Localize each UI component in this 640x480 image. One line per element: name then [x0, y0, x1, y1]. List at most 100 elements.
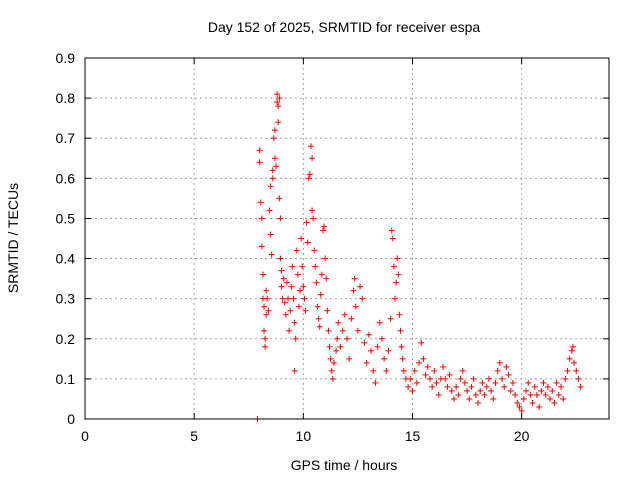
- data-point: [303, 219, 310, 226]
- data-point: [276, 195, 283, 202]
- data-point: [276, 95, 283, 102]
- data-point: [492, 379, 499, 386]
- data-point: [540, 379, 547, 386]
- data-point: [557, 383, 564, 390]
- data-point: [453, 383, 460, 390]
- x-tick-label: 0: [81, 428, 89, 444]
- data-point: [536, 403, 543, 410]
- data-point: [268, 251, 275, 258]
- data-point: [258, 243, 265, 250]
- data-point: [317, 291, 324, 298]
- data-point: [279, 295, 286, 302]
- data-point: [475, 399, 481, 406]
- data-point: [290, 295, 297, 302]
- data-point: [422, 371, 429, 378]
- data-point: [387, 315, 394, 322]
- data-point: [286, 327, 293, 334]
- data-point: [291, 319, 298, 326]
- data-point: [413, 379, 420, 386]
- data-point: [309, 207, 316, 214]
- data-point: [295, 303, 302, 310]
- data-point: [330, 359, 337, 366]
- data-point: [435, 391, 442, 398]
- data-point: [553, 379, 560, 386]
- data-point: [531, 383, 538, 390]
- data-point: [287, 307, 294, 314]
- data-point: [300, 283, 307, 290]
- data-point: [385, 347, 392, 354]
- data-point: [394, 255, 401, 262]
- data-point: [551, 399, 558, 406]
- data-point: [512, 391, 519, 398]
- data-point: [350, 287, 357, 294]
- data-point: [407, 375, 414, 382]
- data-point: [275, 119, 282, 126]
- data-point: [289, 263, 296, 270]
- data-point: [341, 311, 348, 318]
- data-point: [261, 327, 268, 334]
- data-point: [400, 367, 407, 374]
- data-point: [344, 335, 350, 342]
- data-point: [264, 295, 271, 302]
- data-point: [503, 363, 510, 370]
- data-point: [397, 327, 404, 334]
- data-point: [273, 163, 280, 170]
- data-point: [547, 395, 554, 402]
- data-point: [420, 355, 427, 362]
- data-point: [527, 391, 534, 398]
- data-point: [450, 395, 457, 402]
- data-point: [278, 283, 285, 290]
- data-point: [304, 239, 311, 246]
- data-point: [399, 355, 406, 362]
- data-point: [424, 363, 431, 370]
- data-point: [327, 355, 334, 362]
- data-point: [321, 223, 328, 230]
- data-point: [390, 263, 397, 270]
- data-point: [324, 307, 331, 314]
- data-point: [388, 227, 395, 234]
- data-points: [254, 91, 584, 422]
- data-point: [352, 303, 359, 310]
- data-point: [310, 215, 317, 222]
- data-point: [533, 391, 540, 398]
- y-tick-label: 0.1: [56, 371, 76, 387]
- data-point: [381, 355, 388, 362]
- data-point: [313, 279, 320, 286]
- data-point: [326, 343, 333, 350]
- data-point: [322, 255, 329, 262]
- x-tick-label: 5: [190, 428, 198, 444]
- data-point: [470, 375, 477, 382]
- data-point: [259, 271, 266, 278]
- data-point: [483, 383, 490, 390]
- data-point: [368, 347, 375, 354]
- data-point: [328, 367, 335, 374]
- data-point: [277, 215, 284, 222]
- data-point: [446, 371, 453, 378]
- data-point: [274, 99, 281, 106]
- data-point: [325, 327, 332, 334]
- data-point: [442, 375, 449, 382]
- data-point: [562, 375, 569, 382]
- data-point: [306, 171, 313, 178]
- data-point: [542, 391, 549, 398]
- data-point: [455, 391, 462, 398]
- data-point: [319, 227, 326, 234]
- data-point: [457, 375, 464, 382]
- data-point: [315, 315, 322, 322]
- data-point: [271, 127, 278, 134]
- data-point: [293, 247, 300, 254]
- y-axis-label: SRMTID / TECUs: [5, 183, 21, 293]
- data-point: [314, 303, 321, 310]
- y-tick-label: 0.6: [56, 170, 76, 186]
- data-point: [468, 383, 475, 390]
- data-point: [481, 391, 488, 398]
- axis-ticks: [84, 57, 609, 420]
- data-point: [270, 135, 277, 142]
- data-point: [555, 391, 562, 398]
- data-point: [426, 375, 433, 382]
- x-axis-label: GPS time / hours: [291, 457, 398, 473]
- data-point: [267, 231, 274, 238]
- data-point: [395, 271, 402, 278]
- data-point: [329, 375, 336, 382]
- data-point: [269, 167, 276, 174]
